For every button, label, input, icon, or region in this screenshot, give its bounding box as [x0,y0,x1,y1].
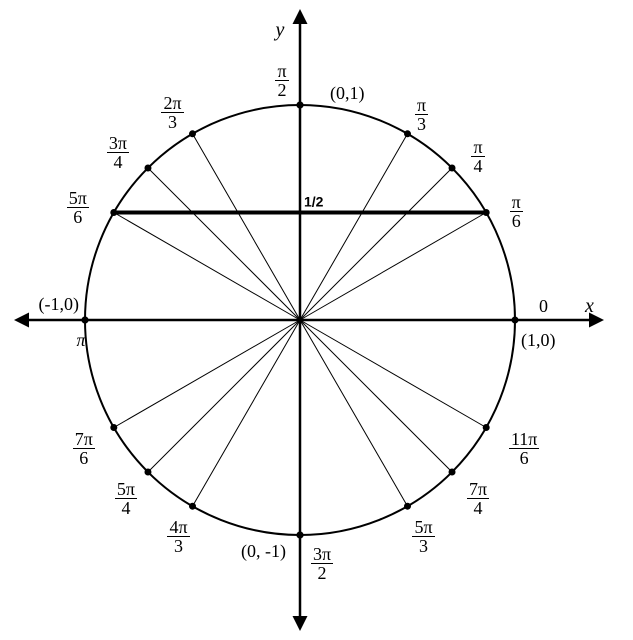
radius-line [300,213,486,321]
radius-line [114,320,300,428]
axis-point [297,532,304,539]
unit-circle-diagram: π6π4π3π22π33π45π6π7π65π44π33π25π37π411π6… [0,0,633,640]
radius-line [114,213,300,321]
coord-bottom: (0, -1) [241,541,286,562]
angle-point [483,424,490,431]
radius-line [300,320,486,428]
radius-line [300,168,452,320]
coord-left: (-1,0) [39,294,79,315]
radius-line [193,320,301,506]
axis-point [297,102,304,109]
radius-line [148,168,300,320]
coord-top: (0,1) [330,83,365,104]
radius-line [300,320,408,506]
angle-point [449,469,456,476]
coord-right: (1,0) [521,330,556,351]
half-label: 1/2 [304,194,324,210]
radius-line [300,320,452,472]
axis-point [82,317,89,324]
zero-label: 0 [539,296,548,316]
angle-point [144,469,151,476]
radius-line [193,134,301,320]
angle-point [404,503,411,510]
angle-point [189,503,196,510]
y-axis-label: y [274,19,285,41]
radius-line [148,320,300,472]
radius-line [300,134,408,320]
x-axis-label: x [584,295,594,317]
axis-point [512,317,519,324]
